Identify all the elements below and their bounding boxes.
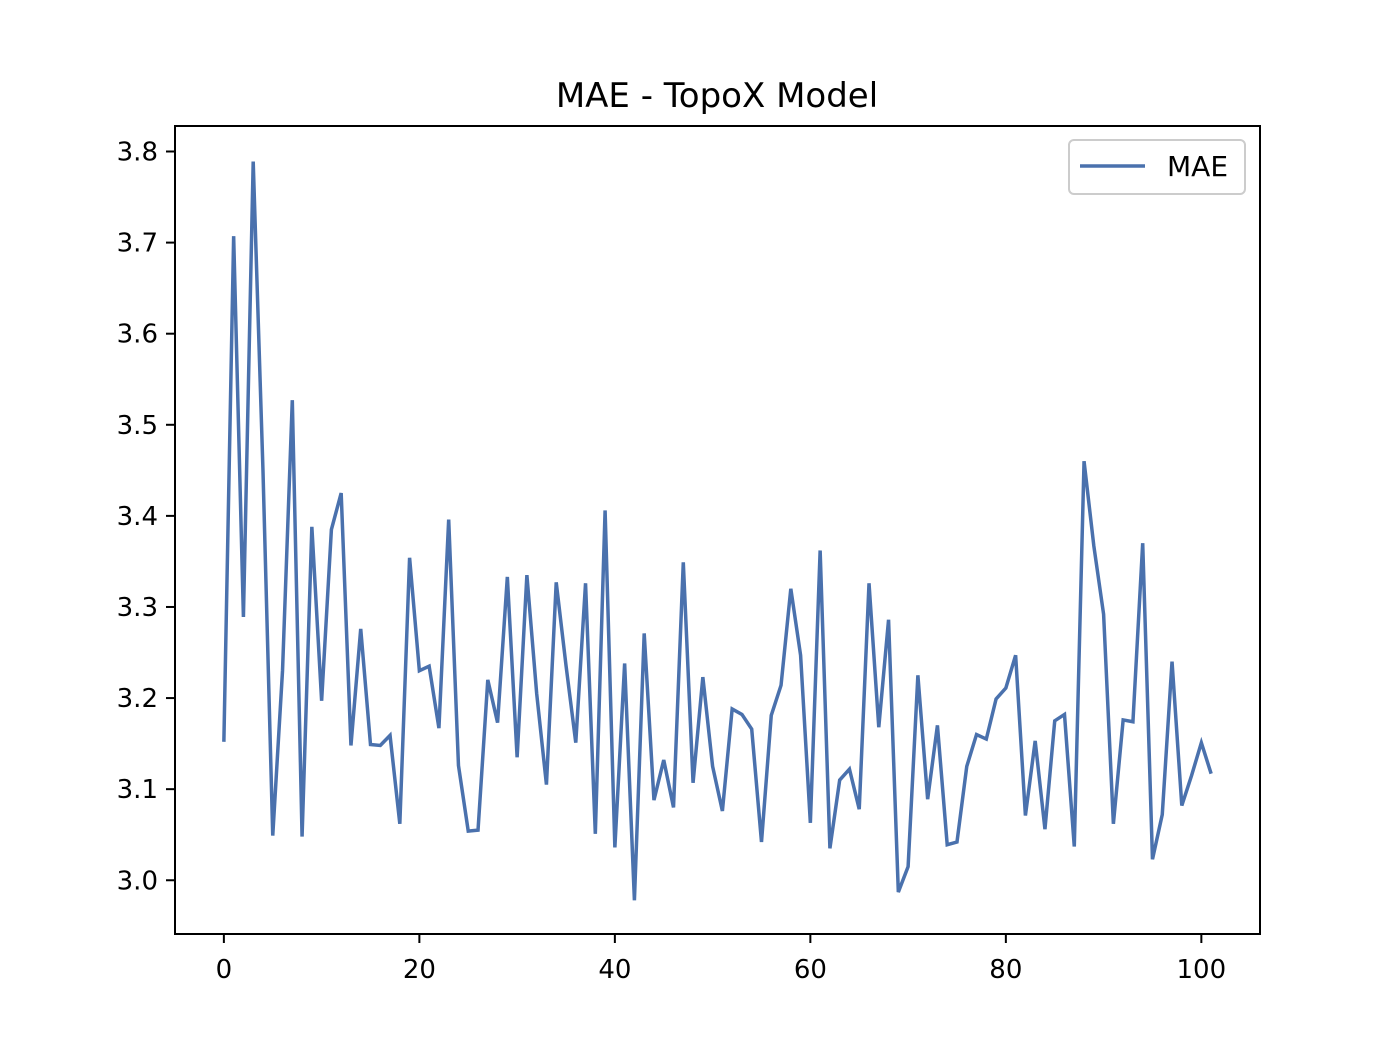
x-tick-label: 80 — [989, 955, 1022, 985]
legend-box — [1068, 139, 1246, 195]
y-tick-label: 3.4 — [117, 502, 158, 532]
series-layer — [222, 161, 1213, 901]
x-tick-label: 0 — [216, 955, 233, 985]
x-axis: 0 20 40 60 80 100 — [216, 934, 1227, 985]
y-tick-label: 3.0 — [117, 866, 158, 896]
plot-frame — [174, 125, 1261, 935]
x-tick-label: 60 — [794, 955, 827, 985]
legend-label-mae: MAE — [1167, 150, 1228, 183]
y-tick-label: 3.1 — [117, 775, 158, 805]
plot-area — [175, 126, 1260, 934]
y-tick-label: 3.8 — [117, 138, 158, 168]
x-tick-label: 20 — [403, 955, 436, 985]
chart-title: MAE - TopoX Model — [556, 76, 878, 116]
y-tick-label: 3.6 — [117, 320, 158, 350]
series-line-mae — [222, 161, 1213, 901]
x-tick-label: 100 — [1177, 955, 1227, 985]
y-tick-label: 3.5 — [117, 411, 158, 441]
y-tick-label: 3.2 — [117, 684, 158, 714]
y-tick-label: 3.3 — [117, 593, 158, 623]
y-axis: 3.0 3.1 3.2 3.3 3.4 3.5 3.6 3.7 3.8 — [117, 138, 175, 896]
x-tick-label: 40 — [598, 955, 631, 985]
y-tick-label: 3.7 — [117, 229, 158, 259]
legend: MAE — [1068, 139, 1246, 195]
